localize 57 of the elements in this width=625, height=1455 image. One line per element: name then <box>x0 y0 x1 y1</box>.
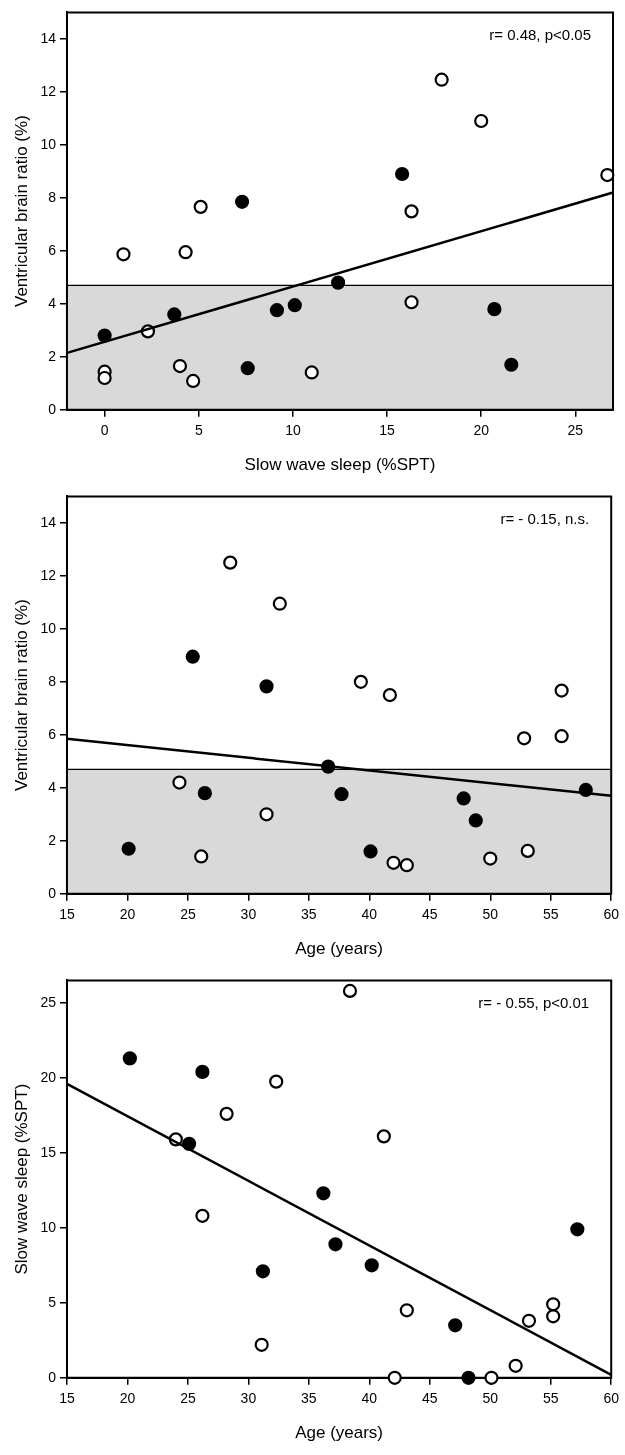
x-axis-title: Age (years) <box>295 1423 384 1443</box>
x-tick-label: 10 <box>285 422 301 439</box>
y-tick-label: 10 <box>40 619 57 636</box>
x-tick-label: 25 <box>180 906 196 923</box>
x-tick-label: 0 <box>100 422 109 439</box>
y-tick-label: 6 <box>48 241 57 258</box>
y-tick-label: 0 <box>48 400 57 417</box>
x-tick-label: 45 <box>422 1390 438 1407</box>
x-axis-title: Slow wave sleep (%SPT) <box>244 455 436 475</box>
y-axis-title: Ventricular brain ratio (%) <box>11 115 31 308</box>
y-tick-label: 0 <box>48 1368 57 1385</box>
x-tick-label: 40 <box>361 906 378 923</box>
x-tick-label: 40 <box>361 1390 378 1407</box>
x-tick-label: 20 <box>119 906 136 923</box>
y-tick-label: 8 <box>48 188 57 205</box>
x-tick-label: 55 <box>542 906 559 923</box>
y-tick-label: 14 <box>40 29 57 46</box>
y-tick-label: 12 <box>40 82 57 99</box>
x-tick-label: 60 <box>603 1390 620 1407</box>
x-tick-label: 5 <box>194 422 203 439</box>
x-axis-title: Age (years) <box>295 939 384 959</box>
y-tick-label: 6 <box>48 725 57 742</box>
y-tick-label: 25 <box>40 993 57 1010</box>
y-axis-title: Ventricular brain ratio (%) <box>11 599 31 792</box>
y-tick-label: 12 <box>40 566 57 583</box>
x-tick-label: 50 <box>482 906 499 923</box>
x-tick-label: 60 <box>603 906 620 923</box>
x-tick-label: 35 <box>301 1390 317 1407</box>
x-tick-label: 15 <box>379 422 396 439</box>
y-tick-label: 2 <box>48 831 57 848</box>
y-axis-title: Slow wave sleep (%SPT) <box>11 1083 31 1275</box>
y-tick-label: 4 <box>48 778 57 795</box>
annotation: r= - 0.15, n.s. <box>500 510 590 528</box>
x-tick-label: 20 <box>473 422 490 439</box>
y-tick-label: 8 <box>48 672 57 689</box>
x-tick-label: 30 <box>240 1390 257 1407</box>
y-tick-label: 4 <box>48 294 57 311</box>
x-tick-label: 35 <box>301 906 317 923</box>
x-tick-label: 45 <box>422 906 438 923</box>
y-tick-label: 10 <box>40 135 57 152</box>
y-tick-label: 2 <box>48 347 57 364</box>
y-tick-label: 0 <box>48 884 57 901</box>
x-tick-label: 50 <box>482 1390 499 1407</box>
y-tick-label: 15 <box>40 1143 57 1160</box>
y-tick-label: 5 <box>48 1293 57 1310</box>
y-tick-label: 14 <box>40 513 57 530</box>
y-tick-label: 20 <box>40 1068 57 1085</box>
y-tick-label: 10 <box>40 1218 57 1235</box>
x-tick-label: 55 <box>542 1390 559 1407</box>
x-tick-label: 20 <box>119 1390 136 1407</box>
annotation: r= - 0.55, p<0.01 <box>478 994 590 1012</box>
x-tick-label: 25 <box>567 422 584 439</box>
x-tick-label: 15 <box>59 906 75 923</box>
x-tick-label: 25 <box>180 1390 196 1407</box>
x-tick-label: 30 <box>240 906 257 923</box>
annotation: r= 0.48, p<0.05 <box>489 26 591 44</box>
x-tick-label: 15 <box>59 1390 75 1407</box>
